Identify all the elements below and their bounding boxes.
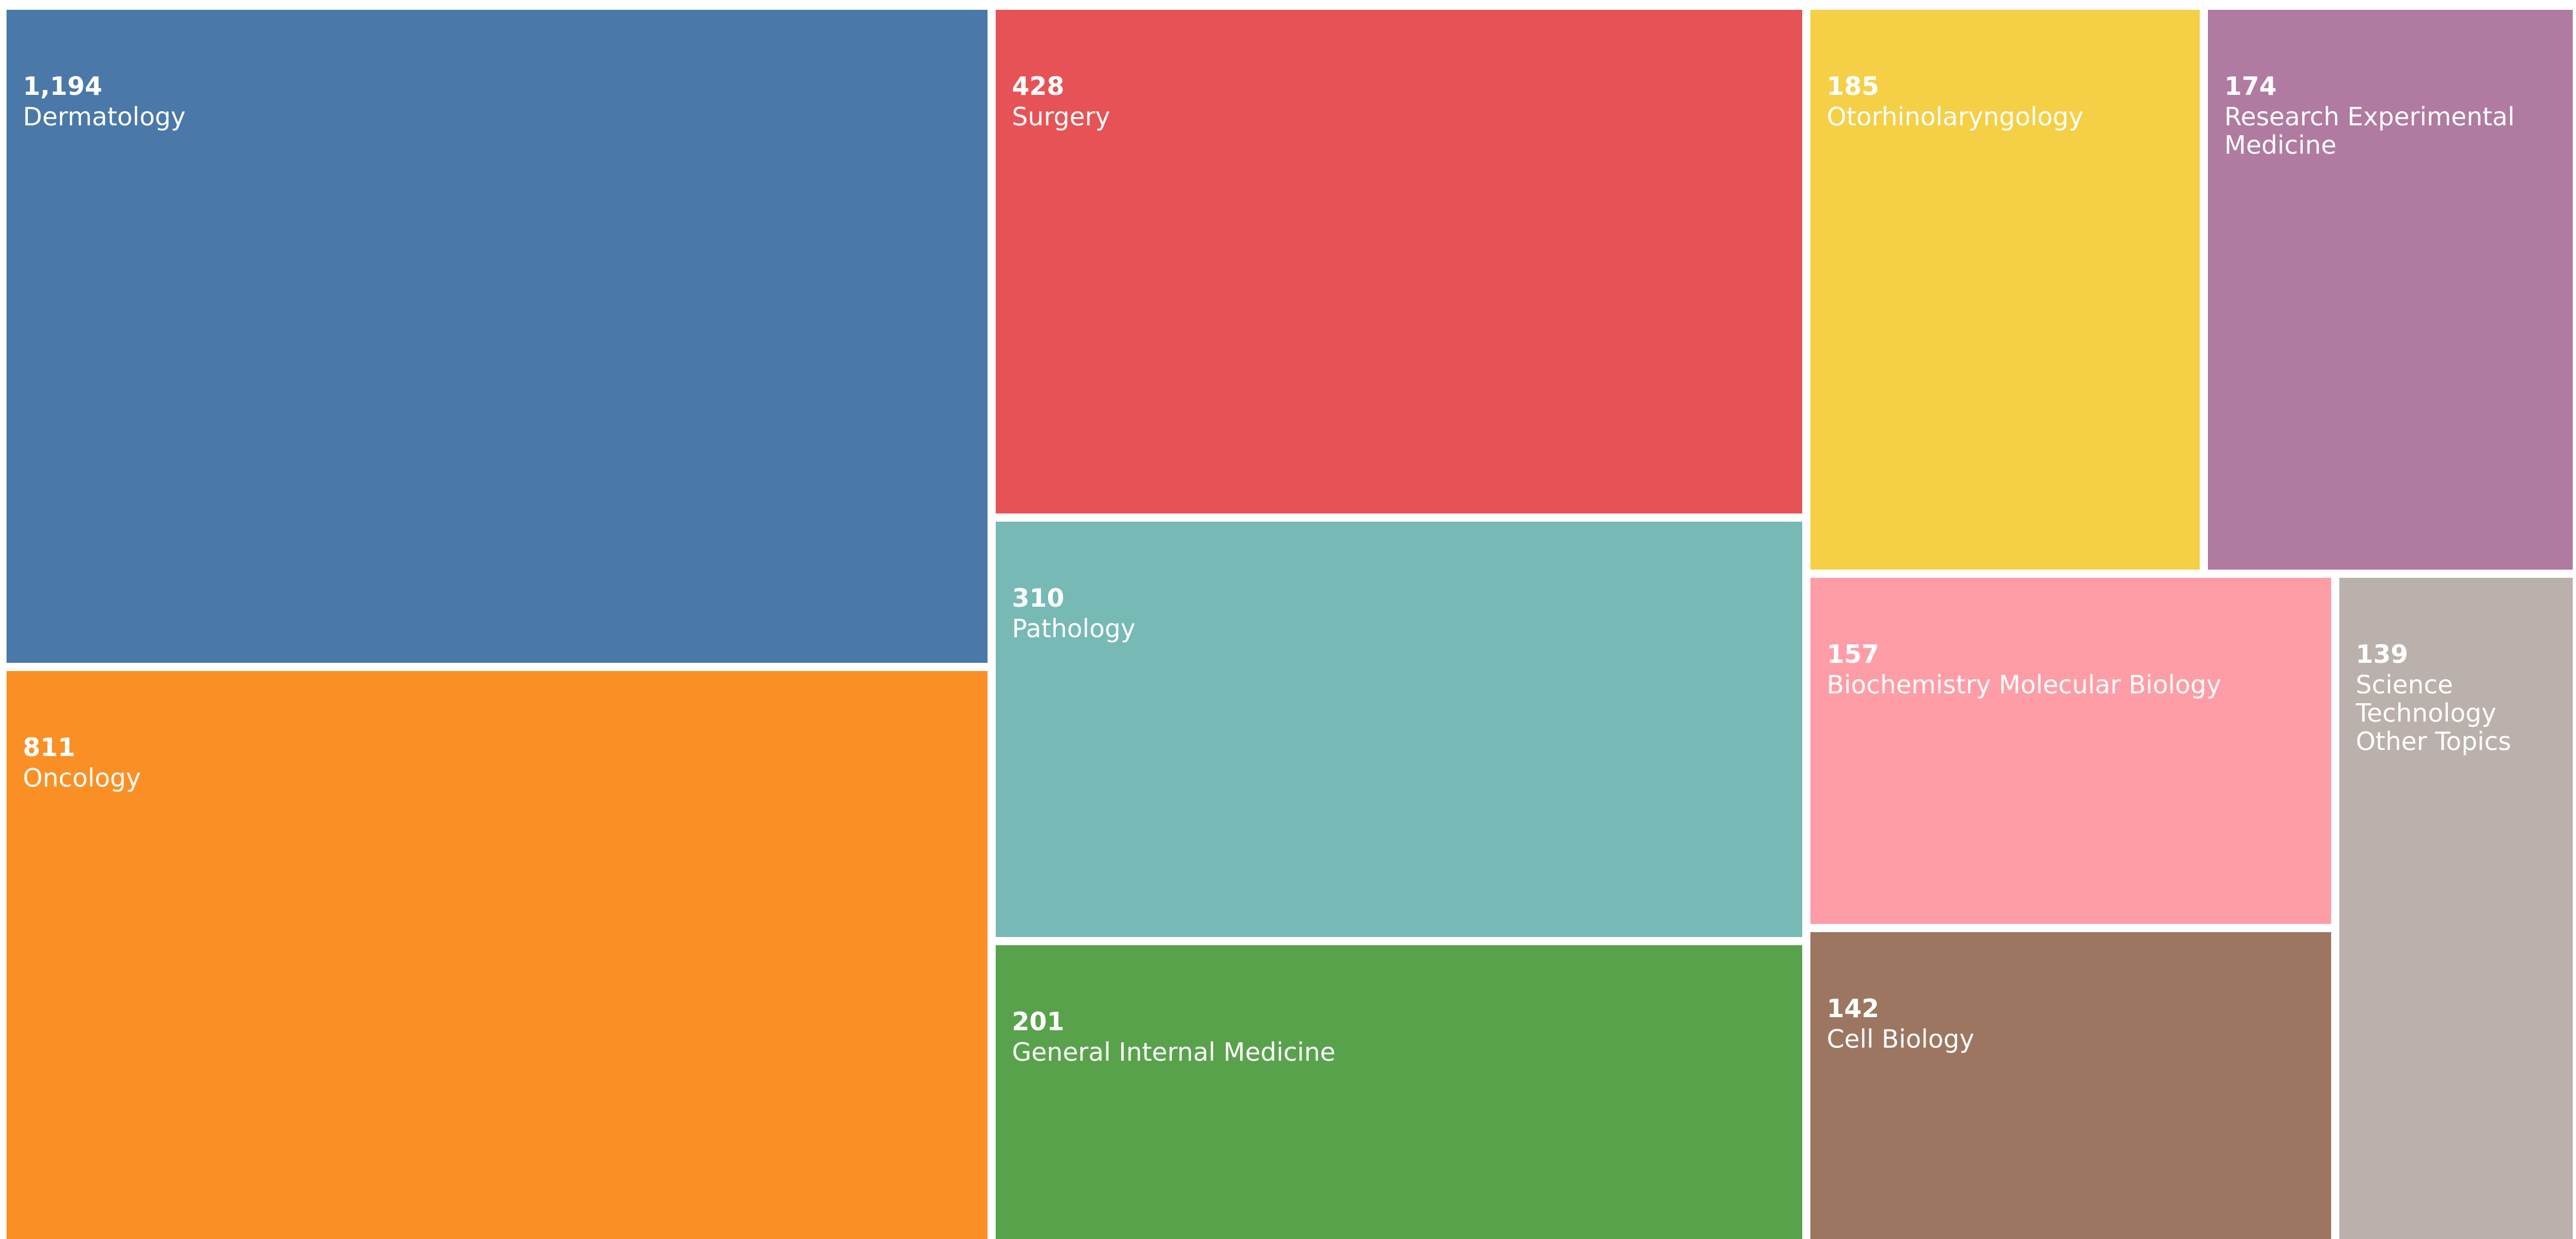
value-label: 142 bbox=[1827, 994, 1880, 1024]
value-label: 1,194 bbox=[23, 71, 103, 101]
tile: 185 Otorhinolaryngology bbox=[1810, 10, 2200, 570]
tile: 811 Oncology bbox=[7, 671, 988, 1239]
tile: 157 Biochemistry Molecular Biology bbox=[1810, 577, 2332, 924]
category-label: Oncology bbox=[23, 763, 141, 793]
category-label: Surgery bbox=[1012, 102, 1110, 132]
category-label: General Internal Medicine bbox=[1012, 1037, 1336, 1067]
category-label: Research Experimental Medicine bbox=[2224, 102, 2515, 160]
value-label: 185 bbox=[1827, 71, 1880, 101]
value-label: 428 bbox=[1012, 71, 1064, 101]
tile: 310 Pathology bbox=[995, 522, 1802, 938]
category-label: Dermatology bbox=[23, 102, 186, 132]
value-label: 139 bbox=[2356, 639, 2409, 669]
tile: 428 Surgery bbox=[995, 10, 1802, 514]
tile: 174 Research Experimental Medicine bbox=[2208, 10, 2573, 570]
category-label: Otorhinolaryngology bbox=[1827, 102, 2084, 132]
category-label: Biochemistry Molecular Biology bbox=[1827, 669, 2222, 699]
value-label: 310 bbox=[1012, 583, 1064, 613]
value-label: 811 bbox=[23, 733, 76, 763]
value-label: 201 bbox=[1012, 1007, 1064, 1037]
tile: 1,194 Dermatology bbox=[7, 10, 988, 663]
value-label: 157 bbox=[1827, 639, 1880, 669]
tile: 142 Cell Biology bbox=[1810, 932, 2332, 1239]
tile: 139 Science Technology Other Topics bbox=[2339, 577, 2573, 1239]
tile: 201 General Internal Medicine bbox=[995, 945, 1802, 1239]
category-label: Science Technology Other Topics bbox=[2356, 669, 2512, 756]
category-label: Pathology bbox=[1012, 614, 1136, 644]
value-label: 174 bbox=[2224, 71, 2277, 101]
category-label: Cell Biology bbox=[1827, 1024, 1975, 1054]
